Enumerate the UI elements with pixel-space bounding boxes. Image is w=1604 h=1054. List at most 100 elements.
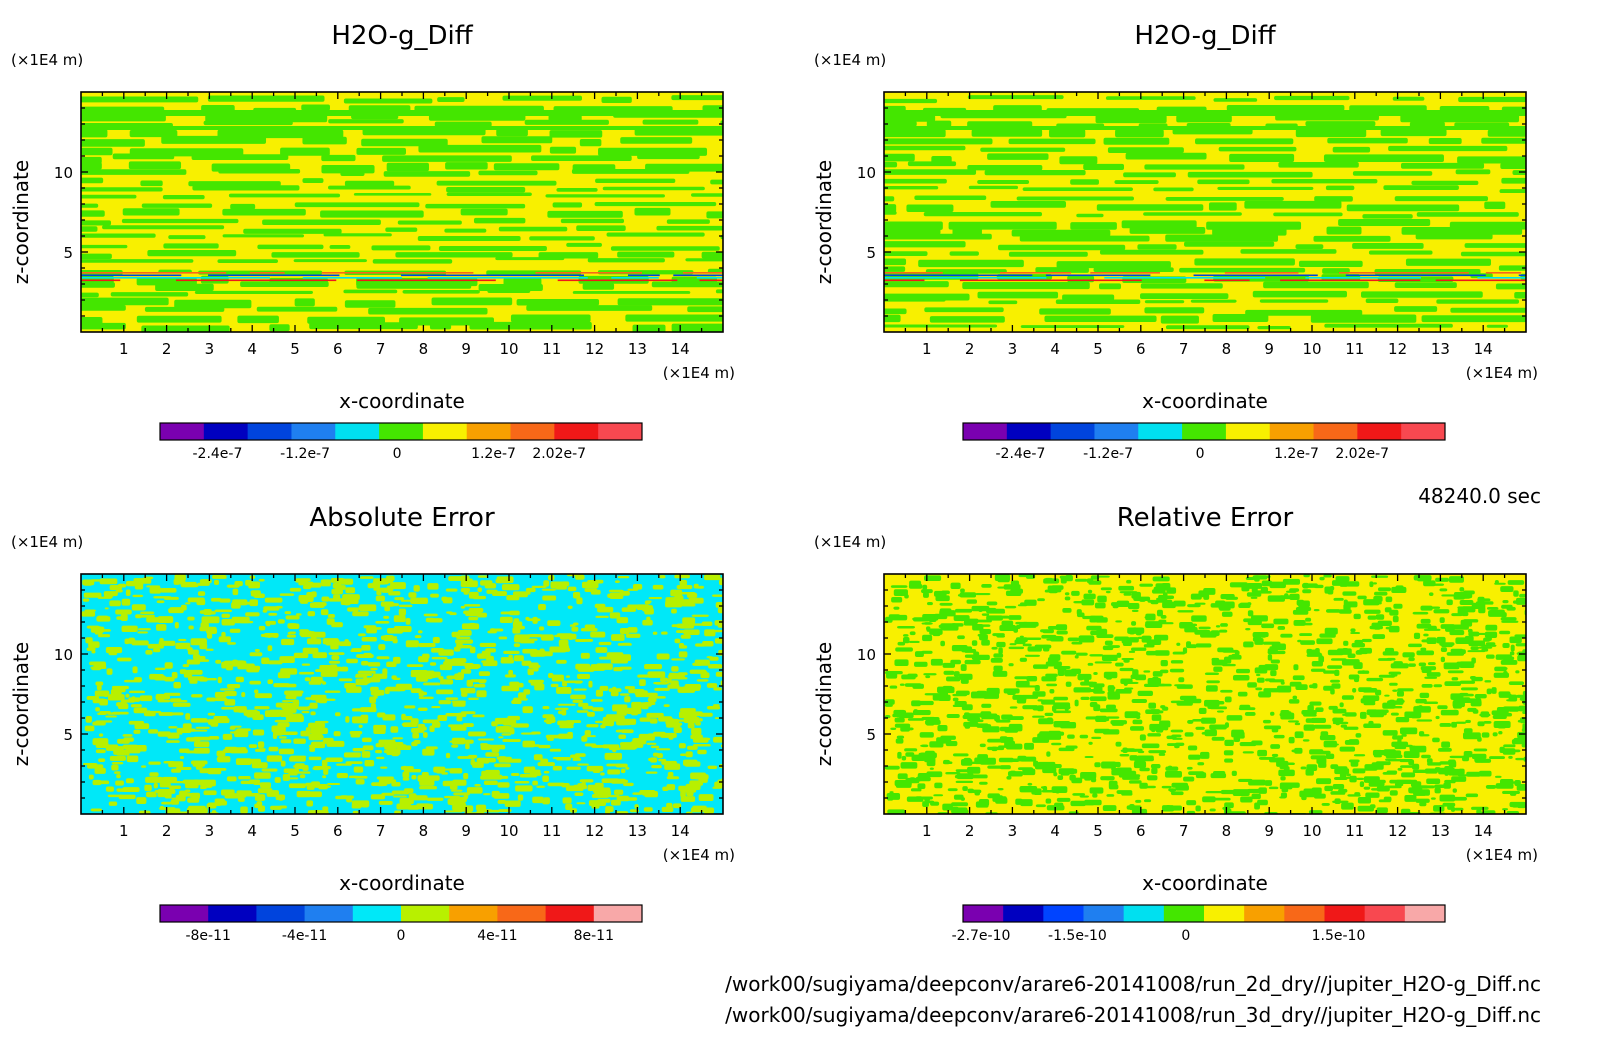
- contour-cell: [1494, 775, 1502, 778]
- contour-cell: [410, 597, 428, 605]
- contour-cell: [1127, 602, 1140, 610]
- contour-cell: [1012, 694, 1024, 700]
- contour-cell: [308, 756, 322, 761]
- contour-cell: [589, 581, 596, 587]
- contour-band: [192, 185, 300, 191]
- contour-cell: [1502, 748, 1516, 755]
- contour-band: [967, 95, 1064, 100]
- contour-cell: [536, 785, 546, 788]
- contour-cell: [591, 794, 609, 798]
- contour-cell: [627, 627, 638, 633]
- contour-cell: [1067, 734, 1075, 739]
- x-tick-label: 7: [376, 340, 386, 358]
- contour-cell: [331, 588, 343, 595]
- contour-cell: [398, 604, 413, 608]
- contour-cell: [1198, 626, 1211, 630]
- contour-cell: [430, 593, 439, 598]
- contour-cell: [485, 752, 500, 757]
- contour-cell: [1485, 642, 1496, 645]
- contour-cell: [449, 783, 458, 790]
- contour-cell: [1102, 805, 1117, 812]
- contour-cell: [713, 736, 723, 743]
- contour-cell: [1252, 632, 1267, 638]
- contour-cell: [1359, 711, 1367, 719]
- contour-cell: [328, 598, 343, 602]
- colorbar-swatch: [160, 905, 209, 922]
- contour-cell: [652, 631, 658, 635]
- contour-cell: [85, 715, 92, 723]
- x-unit-label: (×1E4 m): [663, 846, 735, 864]
- contour-cell: [125, 778, 134, 784]
- contour-cell: [97, 615, 109, 620]
- contour-cell: [521, 660, 532, 666]
- contour-band: [218, 169, 301, 174]
- contour-cell: [149, 673, 158, 680]
- contour-cell: [1458, 768, 1465, 776]
- contour-cell: [1365, 792, 1380, 798]
- contour-band: [884, 241, 966, 248]
- contour-cell: [159, 781, 171, 788]
- contour-cell: [1089, 683, 1105, 688]
- contour-cell: [583, 734, 590, 738]
- contour-cell: [673, 727, 682, 733]
- contour-cell: [234, 580, 243, 587]
- contour-cell: [306, 638, 322, 645]
- contour-cell: [1494, 582, 1506, 585]
- contour-band: [1383, 185, 1459, 191]
- colorbar-swatch: [510, 423, 555, 440]
- contour-cell: [632, 792, 643, 795]
- contour-cell: [538, 604, 546, 611]
- contour-cell: [942, 624, 959, 631]
- contour-cell: [901, 710, 907, 714]
- contour-cell: [627, 588, 639, 591]
- contour-cell: [671, 608, 677, 614]
- contour-cell: [1079, 795, 1089, 798]
- contour-cell: [404, 716, 413, 721]
- contour-cell: [167, 733, 180, 739]
- contour-cell: [405, 640, 419, 648]
- contour-cell: [1489, 609, 1505, 617]
- contour-band: [1190, 299, 1237, 303]
- contour-cell: [1449, 755, 1467, 759]
- contour-cell: [566, 766, 581, 770]
- contour-cell: [1484, 680, 1492, 683]
- x-tick-label: 11: [542, 340, 561, 358]
- contour-cell: [161, 801, 172, 805]
- contour-cell: [1415, 698, 1427, 704]
- contour-cell: [1299, 633, 1313, 637]
- contour-cell: [1509, 651, 1515, 656]
- contour-cell: [955, 780, 974, 784]
- contour-cell: [1015, 621, 1029, 625]
- contour-band: [884, 153, 915, 162]
- contour-cell: [359, 707, 377, 713]
- contour-cell: [1090, 575, 1100, 580]
- y-unit-label: (×1E4 m): [814, 533, 886, 551]
- contour-cell: [1131, 621, 1137, 626]
- contour-cell: [1481, 648, 1489, 652]
- contour-band: [1197, 179, 1250, 185]
- contour-cell: [990, 657, 1003, 663]
- y-tick-label: 5: [63, 244, 73, 262]
- contour-cell: [1198, 707, 1207, 715]
- contour-cell: [1128, 650, 1136, 653]
- contour-cell: [538, 626, 545, 631]
- contour-cell: [268, 660, 283, 665]
- y-axis-label: z-coordinate: [812, 160, 836, 284]
- contour-cell: [963, 618, 979, 624]
- contour-band: [1374, 268, 1481, 275]
- contour-cell: [964, 649, 977, 653]
- contour-band: [121, 218, 239, 224]
- contour-cell: [322, 806, 329, 812]
- contour-cell: [1135, 799, 1142, 803]
- contour-cell: [616, 795, 630, 802]
- contour-cell: [1336, 648, 1352, 655]
- contour-cell: [1083, 593, 1096, 600]
- contour-cell: [466, 787, 483, 794]
- contour-cell: [322, 737, 334, 744]
- contour-cell: [82, 762, 98, 766]
- contour-band: [237, 315, 279, 324]
- contour-cell: [890, 727, 897, 730]
- contour-band: [1208, 202, 1237, 211]
- contour-cell: [892, 713, 897, 718]
- contour-cell: [922, 634, 933, 642]
